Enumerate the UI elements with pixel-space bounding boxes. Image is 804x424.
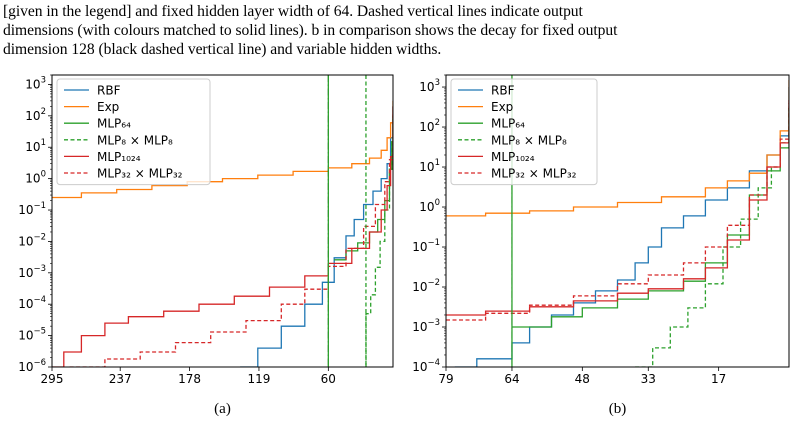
y-tick-label: 100 — [25, 170, 46, 186]
y-tick-label: 10−2 — [18, 232, 46, 248]
plot-area — [52, 75, 393, 367]
y-tick-label: 101 — [25, 138, 46, 154]
series-line-5 — [69, 113, 393, 367]
panel-label: (b) — [609, 401, 627, 417]
plot-area — [446, 75, 789, 367]
y-tick-label: 10−1 — [18, 201, 46, 217]
caption-line-1: [given in the legend] and fixed hidden l… — [3, 3, 583, 20]
legend-label: MLP₃₂ × MLP₃₂ — [491, 167, 577, 181]
x-tick-label: 48 — [575, 372, 590, 386]
y-tick-label: 103 — [419, 78, 440, 94]
x-tick-label: 64 — [504, 372, 519, 386]
legend-label: Exp — [491, 100, 513, 114]
series-line-1 — [446, 80, 789, 217]
caption-line-2: dimensions (with colours matched to soli… — [3, 22, 618, 39]
legend-label: MLP₆₄ — [491, 117, 525, 131]
series-line-5 — [446, 99, 789, 321]
series-line-3 — [635, 108, 789, 367]
y-tick-label: 102 — [25, 107, 46, 123]
axes-frame — [51, 74, 394, 368]
x-tick-label: 237 — [109, 372, 132, 386]
series-line-1 — [52, 100, 393, 199]
y-tick-label: 10−2 — [412, 278, 440, 294]
x-tick-label: 33 — [641, 372, 656, 386]
legend-label: MLP₁₀₂₄ — [97, 150, 141, 164]
series-line-0 — [454, 87, 789, 367]
panel-b: 79 64 48 33 17 10−4 10−3 10−2 10−1 100 101 102 103 RB… — [412, 74, 790, 417]
y-tick-label: 100 — [419, 198, 440, 214]
figure-caption: [given in the legend] and fixed hidden l… — [3, 2, 801, 59]
series-line-4 — [52, 106, 393, 367]
legend-label: RBF — [97, 84, 121, 98]
legend-label: MLP₈ × MLP₈ — [97, 133, 173, 147]
y-tick-label: 103 — [25, 75, 46, 91]
legend-label: RBF — [491, 84, 515, 98]
x-tick-label: 178 — [178, 372, 201, 386]
caption-line-3: dimension 128 (black dashed vertical lin… — [3, 41, 442, 58]
x-tick-label: 119 — [247, 372, 270, 386]
legend-label: MLP₈ × MLP₈ — [491, 133, 567, 147]
panel-a: 295 237 178 119 6010−610−510−410−310−210−110… — [18, 74, 394, 417]
y-tick-label: 10−3 — [412, 318, 440, 334]
legend-label: MLP₃₂ × MLP₃₂ — [97, 167, 183, 181]
legend-label: MLP₁₀₂₄ — [491, 150, 535, 164]
series-line-0 — [240, 106, 393, 367]
y-tick-label: 10−4 — [412, 358, 440, 374]
legend-label: MLP₆₄ — [97, 117, 131, 131]
x-tick-label: 295 — [41, 372, 64, 386]
x-tick-label: 17 — [711, 372, 726, 386]
x-tick-label: 79 — [438, 372, 453, 386]
legend-box — [450, 78, 598, 186]
y-tick-label: 10−1 — [412, 238, 440, 254]
y-tick-label: 101 — [419, 158, 440, 174]
y-tick-label: 10−4 — [18, 295, 46, 311]
x-tick-label: 60 — [321, 372, 336, 386]
y-tick-label: 10−5 — [18, 327, 46, 343]
y-tick-label: 102 — [419, 118, 440, 134]
legend-label: Exp — [97, 100, 119, 114]
y-tick-label: 10−3 — [18, 264, 46, 280]
legend-box — [56, 78, 211, 186]
axes-frame — [445, 74, 790, 368]
series-line-3 — [365, 118, 393, 367]
panel-label: (a) — [214, 401, 231, 417]
series-line-4 — [446, 103, 789, 316]
